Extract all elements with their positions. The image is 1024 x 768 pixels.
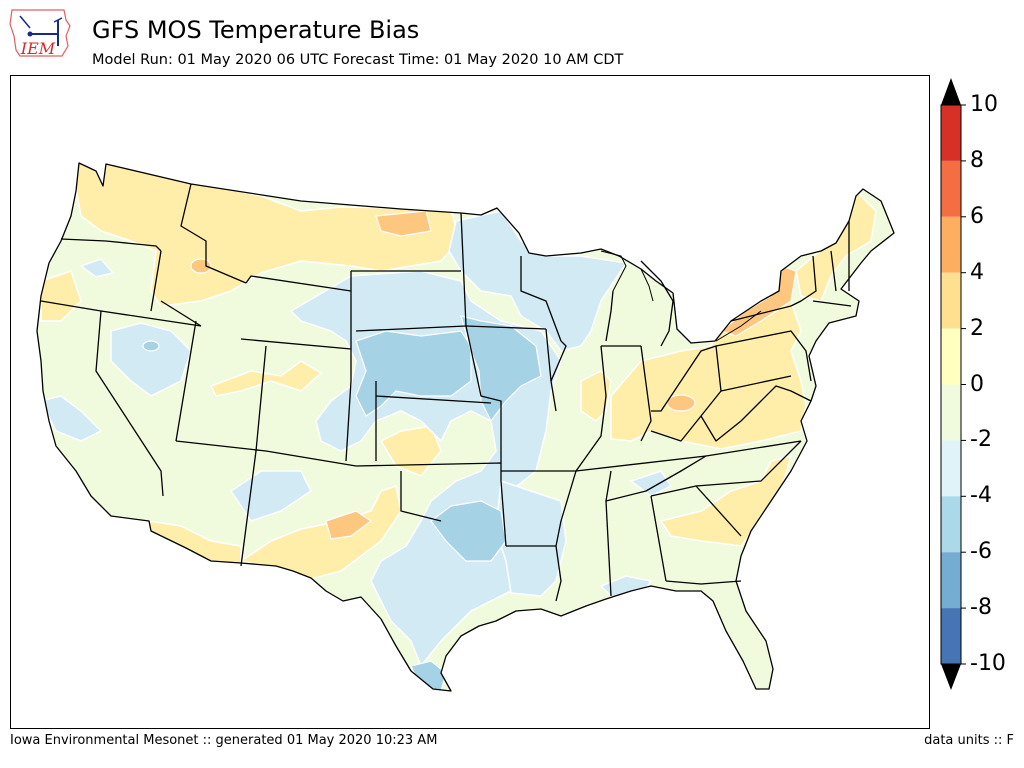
colorbar-tick-label: 8 <box>970 147 984 173</box>
colorbar-extend-max <box>941 78 961 105</box>
colorbar-tick-label: -4 <box>970 483 992 509</box>
colorbar-bin <box>941 272 961 329</box>
colorbar-bin <box>941 384 961 441</box>
state-borders <box>36 162 895 692</box>
coastline-water <box>600 250 762 342</box>
colorbar-tick-label: -10 <box>970 651 1006 676</box>
colorbar <box>935 75 1024 695</box>
map-panel <box>10 75 930 729</box>
colorbar-tick-label: -8 <box>970 595 992 621</box>
footer-credit: Iowa Environmental Mesonet :: generated … <box>10 733 438 748</box>
footer-units: data units :: F <box>924 733 1014 748</box>
colorbar-tick-label: 4 <box>970 259 984 285</box>
colorbar-bin <box>941 328 961 385</box>
colorbar-bin <box>941 552 961 609</box>
colorbar-tick-label: 10 <box>970 92 998 117</box>
colorbar-extend-min <box>941 664 961 690</box>
colorbar-tick-label: 2 <box>970 315 984 341</box>
colorbar-bin <box>941 496 961 553</box>
colorbar-bin <box>941 160 961 217</box>
colorbar-tick-label: 6 <box>970 203 984 229</box>
iem-logo: IEM <box>8 6 74 62</box>
colorbar-tick-label: -6 <box>970 539 992 565</box>
colorbar-bin <box>941 440 961 497</box>
page-subtitle: Model Run: 01 May 2020 06 UTC Forecast T… <box>92 52 624 68</box>
page-title: GFS MOS Temperature Bias <box>92 16 420 44</box>
colorbar-bin <box>941 608 961 664</box>
colorbar-tick-label: 0 <box>970 371 984 397</box>
colorbar-bin <box>941 105 961 161</box>
logo-text: IEM <box>20 39 56 58</box>
colorbar-tick-label: -2 <box>970 427 992 453</box>
colorbar-bin <box>941 216 961 273</box>
